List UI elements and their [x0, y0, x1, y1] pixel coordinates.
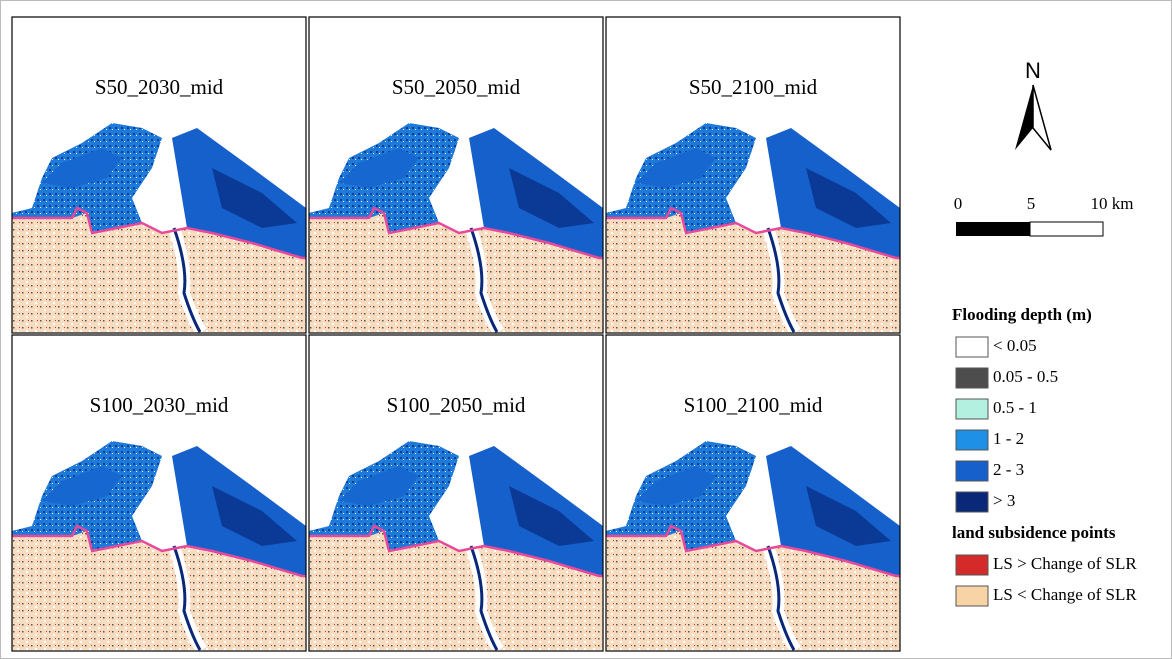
panel-title: S50_2030_mid: [95, 75, 224, 99]
map: [606, 336, 900, 650]
panel-title: S100_2030_mid: [90, 393, 229, 417]
legend-label: 0.5 - 1: [993, 398, 1037, 417]
map-panel: S100_2100_mid: [606, 335, 900, 651]
north-arrow: N: [1015, 58, 1051, 150]
legend-label: 0.05 - 0.5: [993, 367, 1058, 386]
page: {"panels":[{"title":"S50_2030_mid"},{"ti…: [0, 0, 1172, 659]
map: [606, 18, 900, 332]
scale-bar: 0 5 10 km: [954, 194, 1134, 236]
legend-swatch: [956, 461, 988, 481]
legend-title: land subsidence points: [952, 523, 1116, 542]
panel-title: S100_2050_mid: [387, 393, 526, 417]
figure: S50_2030_mid S50_2050_mid S50_2100_mid S100…: [0, 0, 1172, 659]
legend-swatch: [956, 586, 988, 606]
map-panel: S50_2100_mid: [606, 17, 900, 333]
legend-label: 1 - 2: [993, 429, 1024, 448]
map: [309, 18, 603, 332]
legend-label: < 0.05: [993, 336, 1037, 355]
north-label: N: [1025, 58, 1041, 83]
legend-swatch: [956, 337, 988, 357]
map-panel: S100_2030_mid: [12, 335, 306, 651]
legend-label: LS > Change of SLR: [993, 554, 1137, 573]
legend-swatch: [956, 430, 988, 450]
legend-swatch: [956, 399, 988, 419]
legend-title: Flooding depth (m): [952, 305, 1092, 324]
legend-swatch: [956, 555, 988, 575]
legend-label: LS < Change of SLR: [993, 585, 1137, 604]
scale-label: 10 km: [1091, 194, 1134, 213]
map-panel: S100_2050_mid: [309, 335, 603, 651]
panel-title: S50_2050_mid: [392, 75, 521, 99]
map: [309, 336, 603, 650]
panel-title: S50_2100_mid: [689, 75, 818, 99]
legend-swatch: [956, 368, 988, 388]
map: [12, 336, 306, 650]
map-panel: S50_2050_mid: [309, 17, 603, 333]
legend-swatch: [956, 492, 988, 512]
scale-label: 5: [1027, 194, 1036, 213]
panel-title: S100_2100_mid: [684, 393, 823, 417]
legend-label: > 3: [993, 491, 1015, 510]
map-panel: S50_2030_mid: [12, 17, 306, 333]
legend: Flooding depth (m) < 0.05 0.05 - 0.5 0.5 - …: [952, 305, 1137, 606]
legend-label: 2 - 3: [993, 460, 1024, 479]
map: [12, 18, 306, 332]
scale-label: 0: [954, 194, 963, 213]
